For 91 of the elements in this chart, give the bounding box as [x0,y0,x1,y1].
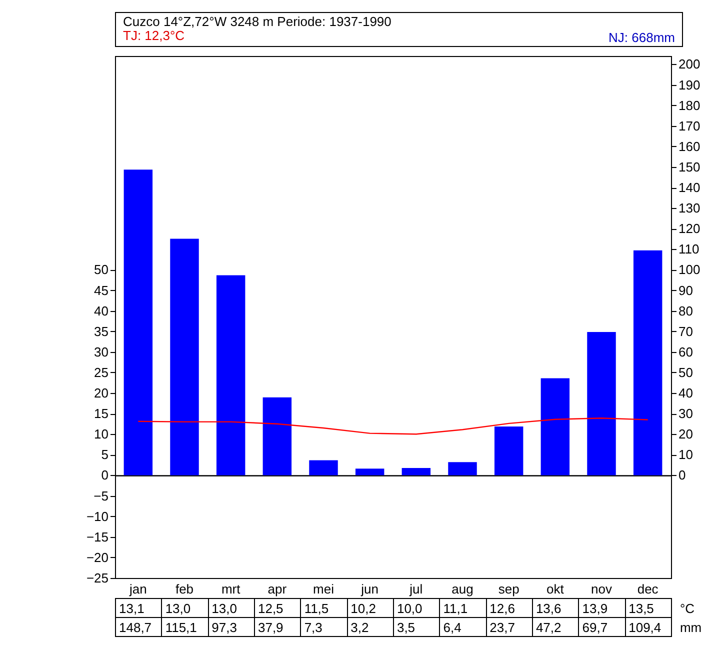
y-tick-label: 10 [94,426,108,442]
data-label: 3,2 [347,618,394,636]
y2-tick-label: 0 [678,468,686,483]
y-tick-label: 35 [94,324,108,339]
data-label: 12,5 [254,598,301,618]
y2-tick-label: 130 [678,200,700,216]
y2-tick-label: 90 [678,282,693,298]
y2-tick-label: 30 [678,406,693,422]
y-tick-label: −25 [86,570,108,586]
y2-tick-label: 100 [678,262,700,278]
bar [216,275,246,476]
y-tick-label: 40 [94,303,108,318]
y-tick-label: −20 [86,550,108,565]
data-label: 115,1 [162,618,208,636]
y2-tick-label: 170 [678,118,700,134]
x-tick-label: feb [175,582,194,596]
bar [170,238,199,476]
bar [633,250,662,476]
y2-tick-label: 180 [678,98,700,113]
data-label: 97,3 [208,618,254,636]
bar [402,468,431,476]
y2-tick-label: 200 [678,56,700,72]
bar [309,460,338,476]
y2-tick-label: 50 [678,364,693,380]
y2-tick-label: 10 [678,447,693,462]
bar [494,426,524,476]
y-tick-label: 45 [94,282,108,298]
bar [448,462,477,476]
y2-tick-label: 110 [678,242,700,257]
x-tick-label: okt [546,582,564,596]
data-label: 11,1 [440,598,486,618]
bar [355,468,384,476]
data-label: 23,7 [486,618,532,636]
data-label: 13,9 [578,598,626,618]
x-tick-label: sep [498,582,520,596]
y-tick-label: 30 [94,344,108,360]
y2-tick-label: 70 [678,324,693,339]
y2-tick-label: 40 [678,386,693,401]
data-label: 37,9 [254,618,301,636]
x-tick-label: aug [452,582,474,596]
y-tick-label: −10 [86,508,108,524]
y2-tick-label: 20 [678,426,693,442]
y-tick-label: 50 [94,262,108,278]
y-tick-label: −5 [94,488,108,504]
data-label: 10,0 [393,598,440,618]
y2-tick-label: 150 [678,159,700,174]
data-label: 13,0 [162,598,208,618]
data-label: 69,7 [578,618,626,636]
data-label: 12,6 [486,598,532,618]
x-tick-label: jun [360,582,379,596]
x-tick-label: dec [637,582,659,596]
data-label: 11,5 [300,598,348,618]
y-tick-label: 0 [101,468,108,483]
text: TJ: 12,3°C [123,28,185,43]
data-label: 13,5 [625,598,672,618]
x-tick-label: jul [408,582,423,596]
data-label: 47,2 [532,618,579,636]
data-label: 13,1 [116,598,162,618]
y2-tick-label: 120 [678,221,700,236]
y2-tick-label: 160 [678,138,700,154]
y2-tick-label: 190 [678,77,700,92]
bar [587,332,616,476]
y2-tick-label: 140 [678,180,700,196]
bar [262,397,292,476]
text: °C [678,600,696,618]
data-label: 148,7 [116,618,162,636]
x-tick-label: mei [313,582,334,596]
chart-title: Cuzco 14°Z,72°W 3248 m Periode: 1937-1990 [123,14,392,29]
y-tick-label: −15 [86,529,108,544]
data-label: 13,6 [532,598,579,618]
data-label: 10,2 [347,598,394,618]
data-label: 6,4 [440,618,486,636]
y2-tick-label: 80 [678,303,693,318]
y-tick-label: 20 [94,386,108,401]
x-tick-label: apr [268,582,288,596]
x-tick-label: nov [591,582,612,596]
y-tick-label: 5 [101,447,108,462]
data-label: 109,4 [625,618,672,636]
data-label: 3,5 [393,618,440,636]
data-label: 7,3 [300,618,348,636]
text: NJ: 668mm [608,30,675,45]
data-label: 13,0 [208,598,254,618]
y2-tick-label: 60 [678,344,693,360]
x-tick-label: mrt [221,582,241,596]
y-tick-label: 15 [94,406,108,422]
x-tick-label: jan [128,582,147,596]
line-series [138,418,648,435]
bar [124,170,153,476]
y-tick-label: 25 [94,364,108,380]
bar [540,378,570,476]
text: mm [678,618,703,636]
